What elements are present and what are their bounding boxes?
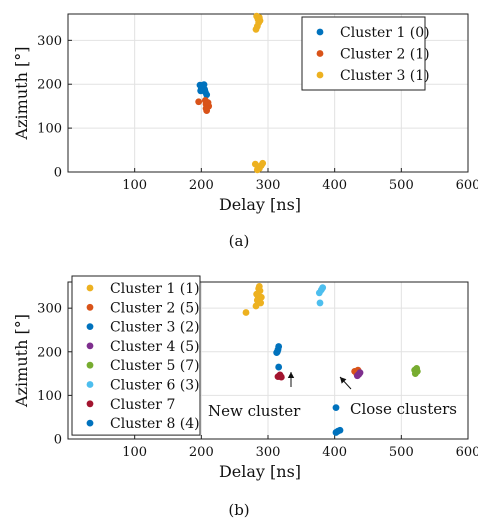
series-1: [242, 282, 265, 316]
annotation-label: Close clusters: [350, 400, 457, 418]
series-8: [332, 404, 344, 436]
legend-label: Cluster 8 (4): [110, 416, 200, 432]
x-tick-label: 300: [256, 445, 281, 460]
chart-caption: (a): [229, 232, 250, 250]
data-point: [252, 25, 260, 33]
x-axis-label: Delay [ns]: [219, 462, 301, 481]
series-3: [251, 12, 267, 174]
x-axis-label: Delay [ns]: [219, 195, 301, 214]
x-tick-label: 600: [456, 178, 478, 193]
legend-box: [71, 275, 201, 436]
annotation-label: New cluster: [208, 402, 301, 420]
legend-label: Cluster 7: [110, 397, 175, 413]
data-point: [255, 285, 263, 292]
data-point: [275, 343, 283, 350]
annotation-arrowhead: [287, 372, 295, 378]
legend-label: Cluster 1 (1): [110, 281, 200, 297]
data-point: [316, 299, 324, 307]
data-point: [275, 372, 283, 380]
data-point: [411, 370, 419, 377]
data-point: [257, 299, 265, 307]
y-tick-label: 200: [37, 78, 62, 93]
legend-marker: [316, 50, 324, 57]
data-point: [413, 364, 421, 372]
x-tick-label: 100: [122, 445, 147, 460]
legend-label: Cluster 6 (3): [110, 378, 200, 394]
x-tick-label: 300: [256, 178, 281, 193]
x-tick-label: 200: [189, 178, 214, 193]
legend-marker: [86, 400, 94, 408]
legend-marker: [316, 71, 324, 79]
data-point: [257, 293, 265, 301]
y-tick-label: 100: [37, 389, 62, 404]
legend-marker: [86, 381, 94, 388]
y-tick-label: 200: [37, 345, 62, 360]
legend-marker: [86, 361, 94, 369]
legend-label: Cluster 1 (0): [340, 25, 430, 41]
y-tick-label: 300: [37, 302, 62, 317]
legend-marker: [316, 28, 324, 36]
legend-label: Cluster 3 (1): [340, 68, 430, 84]
legend: Cluster 1 (0) Cluster 2 (1) Cluster 3 (1): [301, 16, 430, 91]
data-point: [203, 91, 211, 99]
series-3: [273, 343, 283, 371]
data-point: [259, 159, 267, 167]
legend-marker: [86, 303, 94, 311]
series-6: [315, 284, 327, 307]
data-point: [195, 98, 203, 106]
data-point: [336, 426, 344, 434]
series-7: [274, 371, 285, 381]
x-tick-label: 100: [122, 178, 147, 193]
legend: Cluster 1 (1) Cluster 2 (5) Cluster 3 (2) C…: [71, 275, 201, 436]
x-tick-label: 600: [456, 445, 478, 460]
data-point: [332, 404, 340, 411]
y-tick-label: 300: [37, 34, 62, 49]
chart-caption: (b): [228, 501, 249, 519]
legend-label: Cluster 5 (7): [110, 358, 200, 374]
legend-label: Cluster 2 (1): [340, 47, 430, 63]
data-point: [242, 309, 250, 316]
data-point: [275, 363, 283, 371]
series-1: [196, 81, 211, 99]
y-axis-label: Azimuth [°]: [12, 47, 31, 141]
chart-a: 100 200 300 400 500 600 0 100 200 300 Delay [ns] Az…: [12, 12, 478, 250]
chart-b: 100 200 300 400 500 600 0 100 200 300 Delay [ns] Az…: [12, 275, 478, 519]
legend-marker: [86, 342, 94, 350]
x-tick-label: 200: [189, 445, 214, 460]
x-tick-label: 500: [389, 178, 414, 193]
data-point: [253, 166, 261, 174]
annotation-arrowhead: [340, 377, 347, 384]
data-point: [255, 14, 263, 21]
series-4: [353, 369, 364, 380]
legend-label: Cluster 3 (2): [110, 320, 200, 336]
legend-marker: [86, 284, 94, 292]
x-tick-label: 400: [322, 178, 347, 193]
data-point: [273, 348, 281, 356]
legend-marker: [86, 419, 94, 427]
x-tick-label: 500: [389, 445, 414, 460]
legend-label: Cluster 2 (5): [110, 300, 200, 316]
data-point: [204, 99, 212, 107]
y-tick-label: 100: [37, 122, 62, 137]
data-point: [202, 104, 210, 112]
data-point: [353, 372, 361, 380]
x-tick-label: 400: [322, 445, 347, 460]
y-tick-label: 0: [54, 166, 62, 181]
data-point: [319, 284, 327, 292]
legend-label: Cluster 4 (5): [110, 339, 200, 355]
series-5: [411, 364, 421, 377]
series-2: [195, 97, 213, 114]
legend-marker: [86, 323, 94, 330]
data-point: [198, 82, 206, 90]
y-tick-label: 0: [54, 433, 62, 448]
y-axis-label: Azimuth [°]: [12, 314, 31, 408]
